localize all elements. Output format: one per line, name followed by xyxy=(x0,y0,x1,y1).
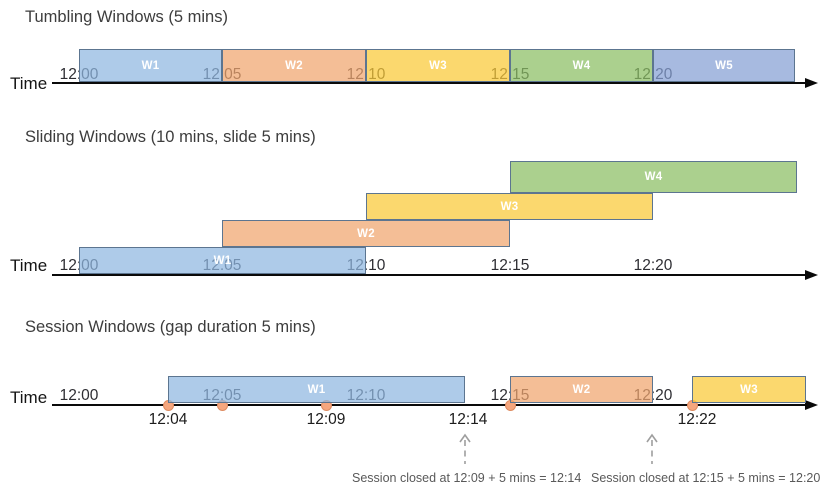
tumbling-window-w2: W2 xyxy=(222,49,366,82)
tumbling-window-w5: W5 xyxy=(653,49,795,82)
session-event-time-12-09: 12:09 xyxy=(306,411,346,428)
sliding-tick-12-20: 12:20 xyxy=(633,257,673,274)
session-closed-annotation-2: Session closed at 12:15 + 5 mins = 12:20 xyxy=(591,471,821,485)
session-title: Session Windows (gap duration 5 mins) xyxy=(25,318,316,336)
tumbling-window-label-w4: W4 xyxy=(572,59,591,72)
sliding-tick-12-15: 12:15 xyxy=(490,257,530,274)
sliding-window-label-w4: W4 xyxy=(644,171,663,183)
session-window-w1: W1 xyxy=(168,376,465,403)
sliding-title: Sliding Windows (10 mins, slide 5 mins) xyxy=(25,128,316,146)
tumbling-window-label-w2: W2 xyxy=(285,59,303,72)
sliding-window-label-w1: W1 xyxy=(213,254,232,267)
session-event-time-12-22: 12:22 xyxy=(677,411,717,428)
session-time-axis-label: Time xyxy=(10,388,48,407)
sliding-window-label-w2: W2 xyxy=(357,227,375,240)
session-closed-annotation-1: Session closed at 12:09 + 5 mins = 12:14 xyxy=(352,471,582,485)
sliding-window-w3: W3 xyxy=(366,193,653,220)
sliding-window-w4: W4 xyxy=(510,161,797,193)
session-window-w2: W2 xyxy=(510,376,653,403)
sliding-axis-arrow-icon xyxy=(805,269,818,280)
sliding-window-w1: W1 xyxy=(79,247,366,274)
tumbling-window-w3: W3 xyxy=(366,49,510,82)
session-window-label-w1: W1 xyxy=(307,383,326,396)
session-close-arrow-icon-2 xyxy=(644,433,660,467)
tumbling-window-label-w1: W1 xyxy=(141,59,160,72)
session-event-time-12-14: 12:14 xyxy=(448,411,488,428)
session-close-arrow-icon-1 xyxy=(457,433,473,467)
tumbling-window-label-w5: W5 xyxy=(715,59,733,72)
tumbling-window-w4: W4 xyxy=(510,49,653,82)
session-window-w3: W3 xyxy=(692,376,806,403)
sliding-window-w2: W2 xyxy=(222,220,510,247)
tumbling-window-label-w3: W3 xyxy=(429,59,447,72)
tumbling-time-axis-label: Time xyxy=(10,74,48,93)
tumbling-axis-arrow-icon xyxy=(805,77,818,88)
session-axis-arrow-icon xyxy=(805,399,818,410)
tumbling-title: Tumbling Windows (5 mins) xyxy=(25,8,228,26)
session-window-label-w3: W3 xyxy=(740,383,758,396)
session-window-label-w2: W2 xyxy=(572,383,591,396)
session-time-axis xyxy=(52,404,806,407)
sliding-time-axis-label: Time xyxy=(10,256,48,275)
tumbling-time-axis xyxy=(52,82,806,85)
session-tick-12-00: 12:00 xyxy=(59,387,99,404)
tumbling-window-w1: W1 xyxy=(79,49,222,82)
sliding-window-label-w3: W3 xyxy=(500,200,519,213)
sliding-time-axis xyxy=(52,274,806,277)
session-event-time-12-04: 12:04 xyxy=(148,411,188,428)
